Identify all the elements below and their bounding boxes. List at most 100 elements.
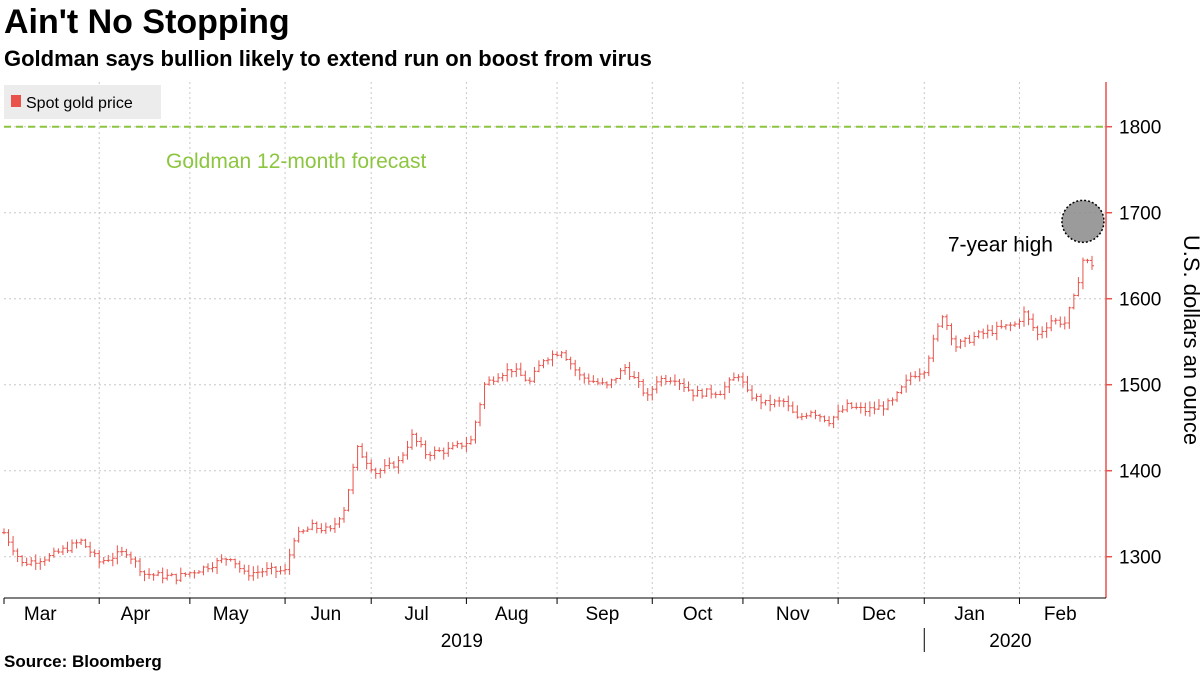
price-bar: [777, 396, 782, 407]
price-bar: [174, 573, 179, 585]
price-bar: [786, 395, 791, 412]
price-bar: [1044, 322, 1049, 338]
price-bar: [373, 467, 378, 479]
price-bar: [29, 557, 34, 567]
grid-layer: [4, 82, 1106, 598]
x-tick-label: Sep: [585, 604, 619, 625]
price-bar: [614, 377, 618, 384]
price-bar: [1022, 306, 1026, 327]
price-bar: [536, 360, 541, 373]
price-series: [2, 255, 1094, 585]
price-bar: [976, 330, 981, 339]
price-bar: [169, 572, 174, 577]
price-bar: [382, 459, 387, 474]
price-bar: [423, 440, 428, 459]
price-bar: [56, 548, 61, 554]
price-bar: [210, 562, 215, 573]
price-bar: [854, 402, 859, 410]
price-bar: [908, 372, 913, 386]
y-tick-label: 1500: [1119, 376, 1161, 397]
price-bar: [550, 350, 555, 367]
price-bar: [178, 567, 183, 582]
price-bar: [119, 546, 124, 556]
price-bar: [849, 402, 854, 410]
price-bar: [133, 556, 138, 568]
x-tick-label: Apr: [121, 604, 151, 625]
price-bar: [1026, 310, 1031, 326]
y-axis-label: U.S. dollars an ounce: [1179, 235, 1200, 445]
price-bar: [346, 488, 351, 512]
price-bar: [337, 517, 342, 528]
price-bar: [904, 374, 909, 393]
price-bar: [147, 568, 152, 580]
price-bar: [858, 402, 863, 414]
price-bar: [886, 398, 890, 411]
price-bar: [1040, 326, 1045, 339]
legend: Spot gold price: [4, 85, 161, 119]
price-bar: [251, 566, 256, 581]
price-bar: [42, 556, 47, 566]
price-bar: [632, 371, 637, 379]
seven-year-high-label: 7-year high: [948, 233, 1053, 256]
price-bar: [913, 371, 918, 379]
x-tick-label: Mar: [24, 604, 57, 625]
price-bar: [1008, 322, 1013, 332]
price-bar: [419, 436, 424, 448]
price-bar: [691, 389, 696, 402]
price-bar: [79, 538, 84, 545]
price-bar: [641, 378, 646, 397]
price-bar: [255, 565, 260, 579]
price-bar: [414, 432, 419, 447]
forecast-label: Goldman 12-month forecast: [166, 150, 426, 173]
price-bar: [468, 435, 473, 445]
price-bar: [206, 563, 210, 573]
price-bar: [260, 567, 265, 578]
price-bar: [790, 401, 795, 414]
price-bar: [110, 552, 115, 567]
axis-layer: 1300 1400 1500 1600 1700 1800 Mar Apr May Jun Jul A…: [3, 82, 1200, 652]
price-bar: [47, 552, 52, 562]
price-bar: [1076, 277, 1081, 297]
price-bar: [332, 517, 337, 533]
price-bar: [1031, 313, 1036, 332]
price-bar: [92, 549, 97, 558]
price-bar: [568, 356, 573, 370]
price-bar: [1090, 255, 1094, 270]
price-bar: [840, 405, 845, 413]
y-tick-label: 1300: [1119, 548, 1161, 569]
price-bar: [985, 324, 990, 339]
price-bar: [745, 375, 750, 393]
price-bar: [237, 560, 242, 573]
price-bar: [369, 459, 374, 473]
legend-swatch: [11, 95, 21, 107]
price-bar: [301, 529, 306, 534]
price-bar: [881, 401, 886, 416]
legend-box: [4, 85, 161, 119]
price-bar: [269, 562, 274, 575]
price-bar: [88, 541, 93, 557]
price-bar: [396, 456, 401, 474]
price-bar: [360, 443, 365, 458]
price-bar: [496, 373, 501, 383]
price-bar: [582, 372, 587, 384]
price-bar: [151, 573, 156, 581]
price-bar: [940, 315, 945, 329]
year-label: 2019: [441, 631, 483, 652]
x-tick-label: Oct: [683, 604, 713, 625]
price-bar: [165, 569, 170, 581]
price-bar: [890, 397, 895, 406]
price-bar: [523, 370, 528, 382]
price-bar: [686, 381, 691, 392]
price-bar: [604, 381, 609, 389]
price-bar: [895, 391, 900, 403]
price-bar: [813, 409, 818, 420]
price-bar: [20, 555, 25, 567]
price-bar: [278, 565, 283, 575]
price-bar: [428, 451, 433, 462]
price-bar: [305, 526, 310, 532]
price-bar: [954, 335, 958, 352]
price-bar: [24, 557, 29, 567]
price-bar: [709, 384, 714, 399]
price-bar: [963, 336, 968, 348]
